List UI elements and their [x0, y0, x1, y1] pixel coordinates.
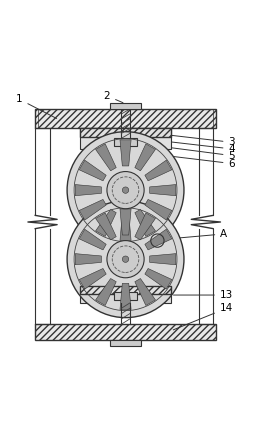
- Text: 1: 1: [16, 94, 57, 119]
- Bar: [80, 128, 171, 137]
- Polygon shape: [75, 254, 101, 265]
- Polygon shape: [120, 214, 131, 240]
- Circle shape: [67, 132, 184, 249]
- Circle shape: [67, 201, 184, 317]
- Bar: [35, 324, 216, 340]
- Polygon shape: [135, 144, 155, 171]
- Polygon shape: [79, 229, 106, 250]
- Circle shape: [122, 187, 129, 193]
- Bar: [80, 286, 171, 293]
- Text: 14: 14: [173, 303, 233, 330]
- Polygon shape: [135, 210, 155, 236]
- Circle shape: [107, 241, 144, 278]
- Polygon shape: [75, 185, 101, 196]
- Polygon shape: [120, 283, 131, 309]
- Polygon shape: [150, 185, 176, 196]
- Polygon shape: [96, 144, 116, 171]
- Bar: [80, 128, 171, 149]
- Text: 6: 6: [158, 155, 235, 169]
- Text: 4: 4: [166, 141, 235, 154]
- Text: 3: 3: [166, 135, 235, 147]
- Bar: [109, 103, 142, 109]
- Polygon shape: [79, 160, 106, 181]
- Text: 5: 5: [163, 147, 235, 161]
- Polygon shape: [96, 278, 116, 305]
- Polygon shape: [120, 140, 131, 166]
- Bar: [113, 293, 138, 300]
- Polygon shape: [145, 160, 172, 181]
- Circle shape: [107, 171, 144, 209]
- Circle shape: [122, 256, 129, 262]
- Bar: [113, 139, 138, 147]
- Polygon shape: [120, 209, 131, 235]
- Polygon shape: [96, 213, 116, 240]
- Polygon shape: [145, 269, 172, 289]
- Bar: [38, 109, 213, 128]
- Polygon shape: [145, 199, 172, 220]
- Polygon shape: [150, 254, 176, 265]
- Bar: [80, 286, 171, 303]
- Polygon shape: [135, 278, 155, 305]
- Polygon shape: [135, 213, 155, 240]
- Polygon shape: [79, 269, 106, 289]
- Polygon shape: [79, 199, 106, 220]
- Polygon shape: [145, 229, 172, 250]
- Text: 2: 2: [104, 91, 123, 103]
- Bar: [35, 109, 216, 128]
- Text: A: A: [167, 229, 227, 239]
- Bar: [109, 340, 142, 346]
- Polygon shape: [96, 210, 116, 236]
- Text: 13: 13: [174, 290, 233, 300]
